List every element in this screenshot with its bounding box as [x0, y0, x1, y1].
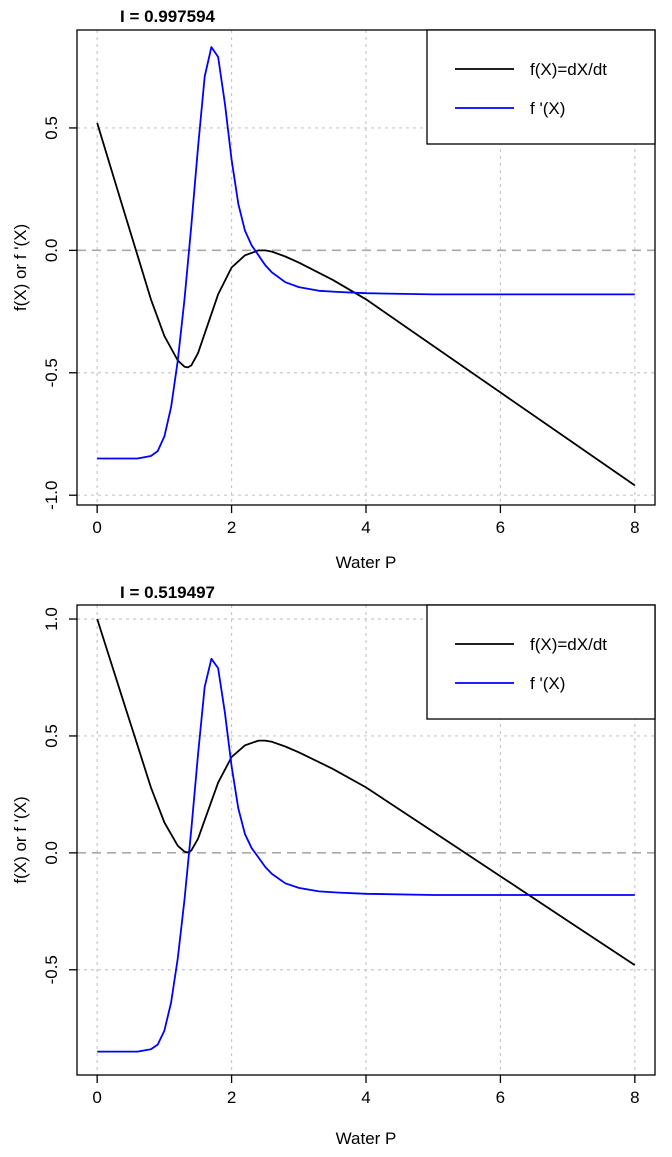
x-tick-label: 0: [92, 518, 101, 537]
y-tick-label: 0.0: [42, 841, 61, 865]
x-tick-label: 8: [630, 1088, 639, 1107]
legend-box: [426, 604, 656, 720]
y-axis: -0.5 0.0 0.5 1.0: [42, 607, 77, 984]
y-tick-label: -0.5: [42, 358, 61, 387]
x-axis-label: Water P: [336, 553, 397, 572]
y-tick-label: -0.5: [42, 955, 61, 984]
legend-label-fprime: f '(X): [530, 99, 565, 118]
x-tick-label: 8: [630, 518, 639, 537]
x-tick-label: 2: [227, 518, 236, 537]
legend-label-f: f(X)=dX/dt: [530, 635, 607, 654]
x-tick-label: 2: [227, 1088, 236, 1107]
series-line-fprime: [97, 46, 635, 460]
legend: f(X)=dX/dt f '(X): [426, 29, 656, 145]
y-tick-label: 1.0: [42, 607, 61, 631]
y-tick-label: 0.5: [42, 724, 61, 748]
y-tick-label: 0.0: [42, 239, 61, 263]
x-tick-label: 6: [496, 518, 505, 537]
series-line-f: [96, 122, 636, 487]
series-line-fprime: [97, 657, 635, 1053]
y-axis-label: f(X) or f '(X): [11, 796, 30, 883]
chart-panel-bottom: I = 0.519497 0 2 4 6 8 -0.5 0.0 0.5 1.0 Water P…: [11, 583, 656, 1148]
series-lines: [96, 46, 636, 487]
y-tick-label: -1.0: [42, 481, 61, 510]
chart-title: I = 0.997594: [120, 7, 216, 26]
y-axis-label: f(X) or f '(X): [11, 224, 30, 311]
x-axis-label: Water P: [336, 1129, 397, 1148]
x-tick-label: 6: [496, 1088, 505, 1107]
x-tick-label: 4: [361, 518, 370, 537]
y-tick-label: 0.5: [42, 116, 61, 140]
legend-label-f: f(X)=dX/dt: [530, 60, 607, 79]
chart-title: I = 0.519497: [120, 583, 215, 602]
legend: f(X)=dX/dt f '(X): [426, 604, 656, 720]
x-axis: 0 2 4 6 8: [92, 1075, 640, 1107]
y-axis: -1.0 -0.5 0.0 0.5: [42, 116, 77, 510]
x-tick-label: 0: [92, 1088, 101, 1107]
legend-box: [426, 29, 656, 145]
x-tick-label: 4: [361, 1088, 370, 1107]
series-lines: [96, 618, 636, 1053]
series-line-f: [96, 618, 636, 966]
chart-panel-top: I = 0.997594 0 2 4 6 8 -1.0 -0.5 0.0 0.5 Water …: [11, 7, 656, 572]
legend-label-fprime: f '(X): [530, 674, 565, 693]
x-axis: 0 2 4 6 8: [92, 505, 640, 537]
